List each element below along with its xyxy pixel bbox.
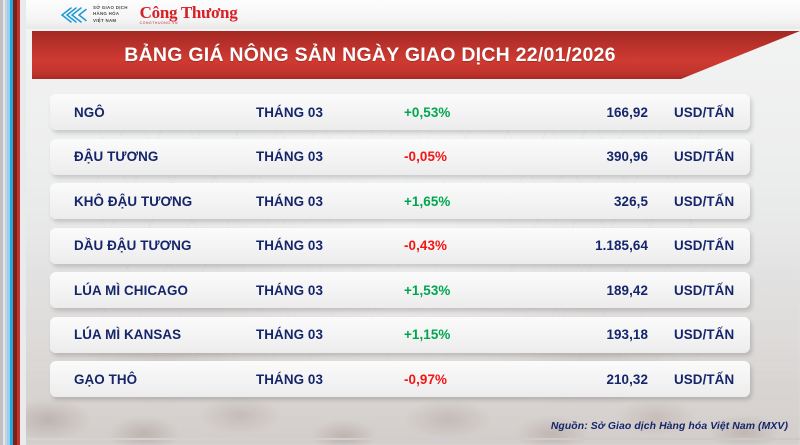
price-value: 210,32 (606, 371, 648, 387)
commodity-name: LÚA MÌ CHICAGO (74, 282, 188, 298)
contract-month: THÁNG 03 (256, 104, 324, 120)
table-row[interactable]: LÚA MÌ KANSAS THÁNG 03 +1,15% 193,18 USD/TẤN (50, 316, 750, 353)
commodity-name: NGÔ (74, 104, 105, 120)
table-row[interactable]: ĐẬU TƯƠNG THÁNG 03 -0,05% 390,96 USD/TẤN (50, 138, 750, 175)
title-banner-shape: BẢNG GIÁ NÔNG SẢN NGÀY GIAO DỊCH 22/01/2… (32, 31, 800, 79)
change-percent: +1,53% (404, 282, 451, 298)
bottom-divider (26, 438, 800, 440)
commodity-name: GẠO THÔ (74, 371, 138, 387)
title-banner: BẢNG GIÁ NÔNG SẢN NGÀY GIAO DỊCH 22/01/2… (32, 31, 800, 79)
contract-month: THÁNG 03 (256, 238, 324, 253)
contract-month: THÁNG 03 (256, 327, 324, 342)
edge-stripe-4 (10, 0, 13, 445)
change-percent: -0,05% (404, 149, 448, 164)
contract-month: THÁNG 03 (256, 193, 324, 209)
commodity-name: DẦU ĐẬU TƯƠNG (74, 238, 192, 253)
price-unit: USD/TẤN (674, 327, 735, 342)
price-unit: USD/TẤN (674, 371, 735, 387)
price-value: 390,96 (606, 149, 648, 164)
edge-stripe-6 (17, 0, 20, 445)
mxv-logo: SỞ GIAO DỊCH HÀNG HÓA VIỆT NAM (58, 5, 128, 25)
mxv-logo-text: SỞ GIAO DỊCH HÀNG HÓA VIỆT NAM (93, 5, 128, 23)
page-title: BẢNG GIÁ NÔNG SẢN NGÀY GIAO DỊCH 22/01/2… (124, 43, 616, 66)
congthuong-logo: Công Thương CONGTHUONG.VN (140, 4, 238, 25)
commodity-name: ĐẬU TƯƠNG (74, 149, 159, 164)
commodity-price-table: NGÔ THÁNG 03 +0,53% 166,92 USD/TẤN ĐẬU TƯƠNG T… (50, 94, 750, 406)
source-note: Nguồn: Sở Giao dịch Hàng hóa Việt Nam (M… (550, 421, 788, 432)
price-unit: USD/TẤN (674, 238, 735, 253)
price-unit: USD/TẤN (674, 104, 735, 120)
change-percent: +0,53% (404, 104, 451, 120)
contract-month: THÁNG 03 (256, 149, 324, 164)
price-unit: USD/TẤN (674, 193, 735, 209)
congthuong-wordmark: Công Thương (139, 2, 238, 22)
left-edge-stripes (0, 0, 26, 445)
table-row[interactable]: KHÔ ĐẬU TƯƠNG THÁNG 03 +1,65% 326,5 USD/TẤN (50, 183, 750, 219)
edge-stripe-2 (5, 0, 7, 445)
price-value: 326,5 (613, 193, 648, 209)
commodity-name: LÚA MÌ KANSAS (74, 327, 182, 342)
price-value: 193,18 (606, 327, 648, 342)
change-percent: +1,15% (404, 327, 451, 342)
table-row[interactable]: GẠO THÔ THÁNG 03 -0,97% 210,32 USD/TẤN (50, 361, 750, 397)
mxv-chevron-icon (60, 6, 87, 23)
logo-bar: SỞ GIAO DỊCH HÀNG HÓA VIỆT NAM Công Thươ… (26, 0, 800, 29)
edge-stripe-1 (3, 0, 5, 445)
contract-month: THÁNG 03 (256, 371, 324, 387)
table-row[interactable]: DẦU ĐẬU TƯƠNG THÁNG 03 -0,43% 1.185,64 USD/T… (50, 227, 750, 264)
change-percent: +1,65% (404, 193, 451, 209)
table-row[interactable]: NGÔ THÁNG 03 +0,53% 166,92 USD/TẤN (50, 94, 750, 130)
commodity-name: KHÔ ĐẬU TƯƠNG (74, 193, 193, 209)
price-unit: USD/TẤN (674, 149, 735, 164)
edge-stripe-7 (20, 0, 26, 445)
edge-stripe-5 (13, 0, 17, 445)
change-percent: -0,97% (404, 371, 448, 387)
price-value: 166,92 (606, 104, 648, 120)
table-row[interactable]: LÚA MÌ CHICAGO THÁNG 03 +1,53% 189,42 USD/TẤ… (50, 272, 750, 308)
price-unit: USD/TẤN (674, 282, 735, 298)
congthuong-tagline: CONGTHUONG.VN (139, 20, 178, 25)
contract-month: THÁNG 03 (256, 282, 324, 298)
edge-stripe-3 (7, 0, 10, 445)
price-value: 189,42 (606, 282, 648, 298)
change-percent: -0,43% (404, 238, 448, 253)
edge-stripe-0 (0, 0, 3, 445)
price-value: 1.185,64 (595, 238, 648, 253)
